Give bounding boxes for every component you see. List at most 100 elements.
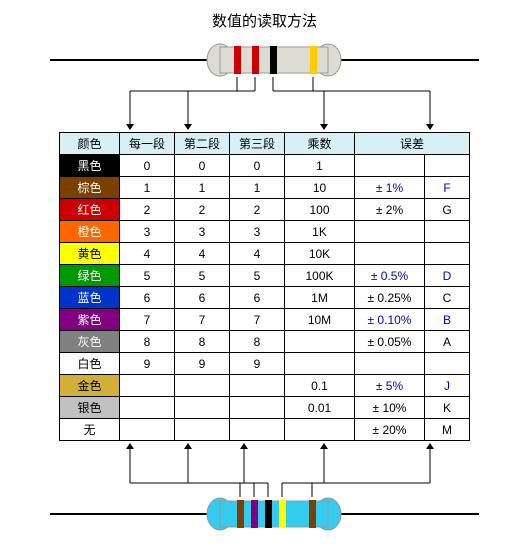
value-cell: 2 [175,199,230,221]
tolerance-cell: ± 2% [355,199,425,221]
table-header: 误差 [355,133,470,155]
value-cell: 1 [285,155,355,177]
value-cell: 9 [230,353,285,375]
table-row: 紫色77710M± 0.10%B [60,309,470,331]
value-cell: 4 [120,243,175,265]
value-cell: 6 [120,287,175,309]
value-cell [120,419,175,441]
value-cell: 1 [120,177,175,199]
color-name-cell: 黄色 [60,243,120,265]
value-cell: 6 [175,287,230,309]
table-header: 颜色 [60,133,120,155]
value-cell: 0 [120,155,175,177]
value-cell: 2 [120,199,175,221]
color-name-cell: 黑色 [60,155,120,177]
value-cell: 7 [230,309,285,331]
value-cell: 1 [175,177,230,199]
value-cell: 3 [175,221,230,243]
color-name-cell: 棕色 [60,177,120,199]
value-cell [285,419,355,441]
value-cell: 1M [285,287,355,309]
tolerance-cell [355,243,425,265]
value-cell: 1 [230,177,285,199]
color-name-cell: 无 [60,419,120,441]
tolerance-cell: ± 0.10% [355,309,425,331]
value-cell: 100K [285,265,355,287]
value-cell [285,353,355,375]
value-cell: 6 [230,287,285,309]
table-row: 灰色888± 0.05%A [60,331,470,353]
value-cell [175,397,230,419]
letter-cell [425,155,470,177]
value-cell: 100 [285,199,355,221]
tolerance-cell: ± 0.25% [355,287,425,309]
diagram-title: 数值的读取方法 [10,10,519,31]
letter-cell: D [425,265,470,287]
tolerance-cell [355,353,425,375]
value-cell: 4 [175,243,230,265]
letter-cell: G [425,199,470,221]
value-cell [120,397,175,419]
tolerance-cell [355,155,425,177]
value-cell [175,419,230,441]
letter-cell: M [425,419,470,441]
value-cell: 8 [120,331,175,353]
color-name-cell: 蓝色 [60,287,120,309]
tolerance-cell: ± 20% [355,419,425,441]
table-row: 蓝色6661M± 0.25%C [60,287,470,309]
value-cell [285,331,355,353]
letter-cell: K [425,397,470,419]
color-name-cell: 灰色 [60,331,120,353]
tolerance-cell: ± 1% [355,177,425,199]
table-header: 第二段 [175,133,230,155]
color-name-cell: 紫色 [60,309,120,331]
value-cell [230,375,285,397]
value-cell: 5 [230,265,285,287]
letter-cell: F [425,177,470,199]
tolerance-cell: ± 0.5% [355,265,425,287]
color-name-cell: 银色 [60,397,120,419]
value-cell: 8 [230,331,285,353]
value-cell: 10M [285,309,355,331]
table-row: 金色0.1± 5%J [60,375,470,397]
value-cell: 8 [175,331,230,353]
letter-cell [425,243,470,265]
value-cell [230,397,285,419]
table-row: 黑色0001 [60,155,470,177]
table-header: 第三段 [230,133,285,155]
tolerance-cell: ± 0.05% [355,331,425,353]
value-cell [230,419,285,441]
value-cell [175,375,230,397]
table-row: 黄色44410K [60,243,470,265]
letter-cell: B [425,309,470,331]
table-row: 银色0.01± 10%K [60,397,470,419]
value-cell: 2 [230,199,285,221]
table-row: 红色222100± 2%G [60,199,470,221]
tolerance-cell: ± 10% [355,397,425,419]
value-cell: 3 [120,221,175,243]
table-row: 白色999 [60,353,470,375]
value-cell: 7 [175,309,230,331]
value-cell: 9 [120,353,175,375]
table-row: 橙色3331K [60,221,470,243]
bottom-resistor-diagram [10,443,519,538]
letter-cell: A [425,331,470,353]
color-name-cell: 绿色 [60,265,120,287]
value-cell: 10K [285,243,355,265]
tolerance-cell: ± 5% [355,375,425,397]
value-cell: 1K [285,221,355,243]
color-name-cell: 金色 [60,375,120,397]
table-header: 每一段 [120,133,175,155]
value-cell: 5 [175,265,230,287]
table-header: 乘数 [285,133,355,155]
top-resistor-diagram [10,35,519,130]
letter-cell: C [425,287,470,309]
value-cell: 0 [175,155,230,177]
value-cell: 4 [230,243,285,265]
tolerance-cell [355,221,425,243]
table-row: 无 ± 20%M [60,419,470,441]
letter-cell [425,221,470,243]
color-name-cell: 橙色 [60,221,120,243]
table-row: 绿色555100K± 0.5%D [60,265,470,287]
value-cell: 7 [120,309,175,331]
